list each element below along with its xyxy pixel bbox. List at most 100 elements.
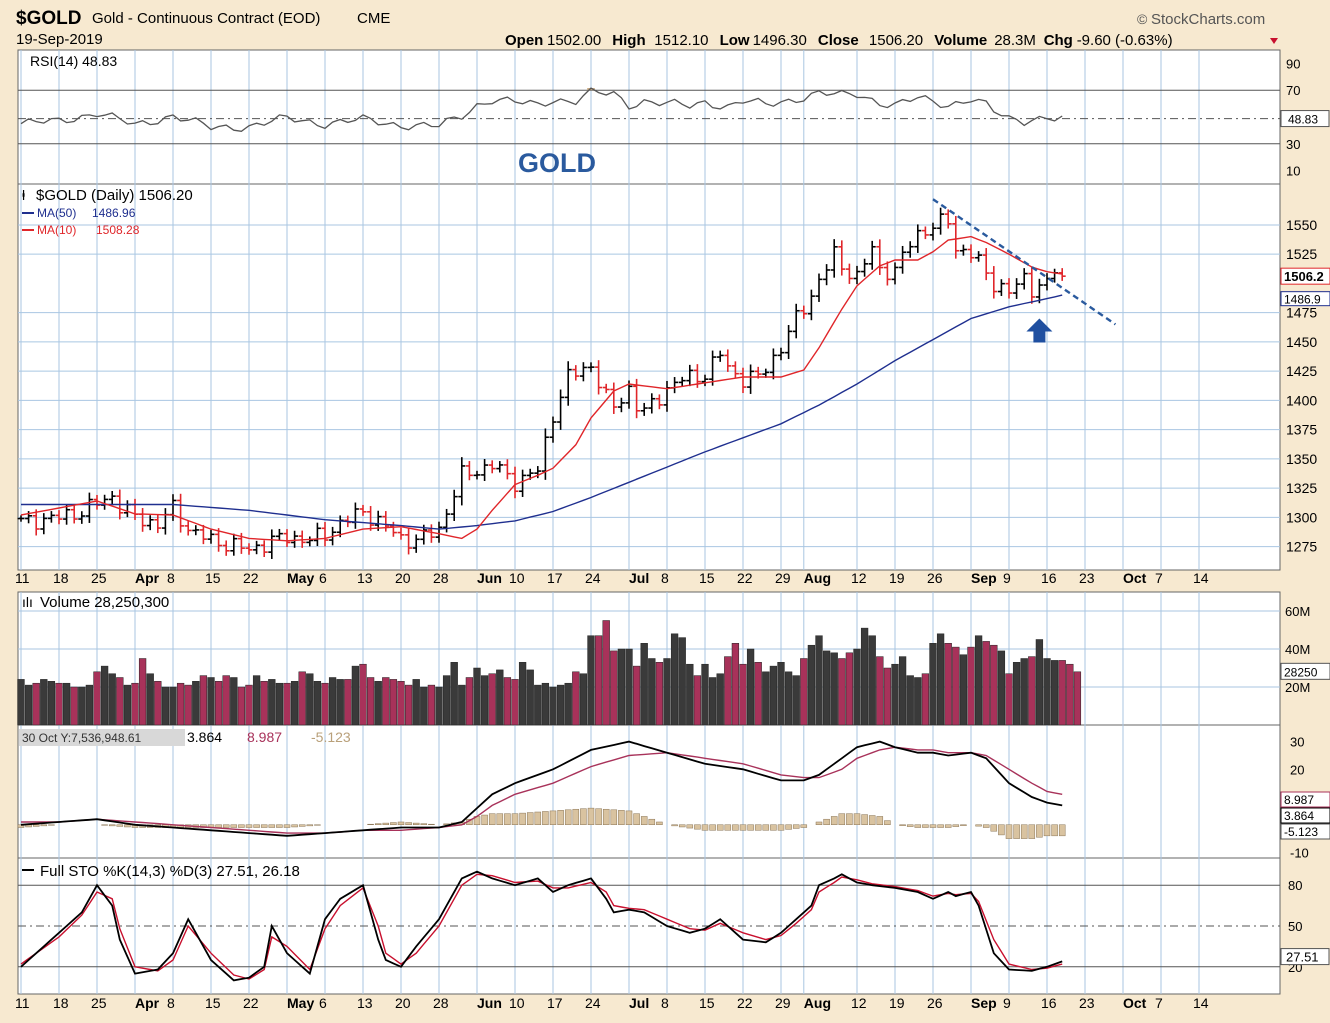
x-tick-label: Apr — [135, 995, 160, 1011]
volume-bar — [968, 647, 975, 725]
x-tick-label: 9 — [1003, 995, 1011, 1011]
volume-bar — [489, 674, 496, 725]
volume-bar — [610, 651, 617, 725]
macd-histogram-bar — [603, 809, 609, 825]
volume-bar — [823, 651, 830, 725]
volume-tick-label: 40M — [1285, 642, 1310, 657]
x-tick-label: 24 — [585, 570, 601, 586]
macd-histogram-bar — [717, 825, 723, 831]
macd-histogram-bar — [109, 825, 115, 826]
price-value-label: 1506.2 — [1284, 269, 1324, 284]
macd-histogram-bar — [1052, 825, 1058, 836]
macd-histogram-bar — [558, 810, 564, 824]
macd-histogram-bar — [550, 811, 556, 825]
x-tick-label: 19 — [889, 570, 905, 586]
macd-histogram-bar — [641, 816, 647, 824]
volume-bar — [71, 687, 78, 725]
macd-histogram-bar — [831, 816, 837, 824]
gold-annotation: GOLD — [518, 148, 596, 178]
macd-histogram-bar — [755, 825, 761, 831]
quote-value: 28.3M — [994, 32, 1036, 49]
volume-bar — [238, 687, 245, 725]
macd-value-label: 8.987 — [1284, 793, 1314, 807]
macd-histogram-bar — [930, 825, 936, 828]
volume-bar — [162, 687, 169, 725]
volume-bar — [78, 687, 85, 725]
macd-histogram-bar — [41, 825, 47, 826]
volume-bar — [48, 681, 55, 725]
x-tick-label: Aug — [804, 570, 831, 586]
ma10-legend-value: 1508.28 — [96, 223, 140, 237]
x-tick-label: 16 — [1041, 995, 1057, 1011]
volume-bar — [1021, 659, 1028, 726]
x-tick-label: 15 — [699, 570, 715, 586]
x-tick-label: Aug — [804, 995, 831, 1011]
volume-bar — [436, 687, 443, 725]
rsi-tick-label: 90 — [1286, 56, 1300, 71]
volume-bar — [702, 664, 709, 725]
x-tick-label: 22 — [737, 570, 753, 586]
volume-bar — [177, 683, 184, 725]
volume-bar — [101, 666, 108, 725]
macd-tooltip: 30 Oct Y:7,536,948.61 — [22, 731, 142, 745]
volume-bar — [838, 659, 845, 726]
macd-histogram-bar — [991, 825, 997, 831]
sto-value-label: 27.51 — [1286, 950, 1319, 965]
volume-bar — [63, 683, 70, 725]
price-tick-label: 1275 — [1286, 539, 1317, 555]
volume-bar — [633, 666, 640, 725]
volume-bar — [1051, 660, 1058, 725]
x-tick-label: May — [287, 995, 314, 1011]
macd-histogram-bar — [1059, 825, 1065, 836]
price-tick-label: 1525 — [1286, 246, 1317, 262]
macd-histogram-bar — [231, 825, 237, 828]
macd-histogram-bar — [960, 825, 966, 826]
volume-bar — [253, 676, 260, 725]
copyright-icon: © — [1137, 11, 1148, 27]
volume-bar — [572, 672, 579, 725]
macd-histogram-bar — [520, 813, 526, 825]
macd-histogram-bar — [33, 825, 39, 827]
macd-histogram-bar — [413, 823, 419, 825]
rsi-tick-label: 10 — [1286, 164, 1300, 179]
macd-histogram-bar — [915, 825, 921, 828]
macd-histogram-bar — [383, 823, 389, 825]
volume-bar — [200, 676, 207, 725]
x-tick-label: 15 — [205, 570, 221, 586]
macd-tick-label: 30 — [1290, 735, 1304, 750]
ohlc-icon: ⱡ — [22, 187, 25, 203]
x-tick-label: Jun — [477, 570, 502, 586]
volume-bar — [686, 664, 693, 725]
x-tick-label: 25 — [91, 995, 107, 1011]
volume-bar — [170, 687, 177, 725]
ma10-legend-name: MA(10) — [37, 223, 76, 237]
volume-bar — [496, 670, 503, 725]
volume-bar — [930, 643, 937, 725]
volume-bar — [664, 659, 671, 726]
volume-bar — [800, 659, 807, 726]
price-tick-label: 1400 — [1286, 392, 1317, 408]
volume-bar — [481, 676, 488, 725]
volume-bar — [648, 659, 655, 726]
volume-icon: ılı — [22, 594, 33, 610]
x-tick-label: Oct — [1123, 570, 1147, 586]
volume-bar — [770, 666, 777, 725]
x-tick-label: 28 — [433, 995, 449, 1011]
macd-histogram-bar — [877, 816, 883, 824]
x-tick-label: 14 — [1193, 570, 1209, 586]
macd-histogram-bar — [687, 825, 693, 828]
volume-bar — [458, 685, 465, 725]
volume-bar — [740, 664, 747, 725]
x-tick-label: 11 — [15, 570, 30, 586]
volume-bar — [223, 676, 230, 725]
ma50-legend-name: MA(50) — [37, 206, 76, 220]
x-tick-label: 6 — [319, 995, 327, 1011]
macd-value-label: 3.864 — [1284, 809, 1314, 823]
volume-bar — [519, 662, 526, 725]
volume-bar — [1044, 659, 1051, 726]
x-tick-label: 17 — [547, 570, 563, 586]
volume-bar — [618, 649, 625, 725]
macd-histogram-bar — [748, 825, 754, 831]
volume-value-label: 28250 — [1284, 665, 1318, 679]
